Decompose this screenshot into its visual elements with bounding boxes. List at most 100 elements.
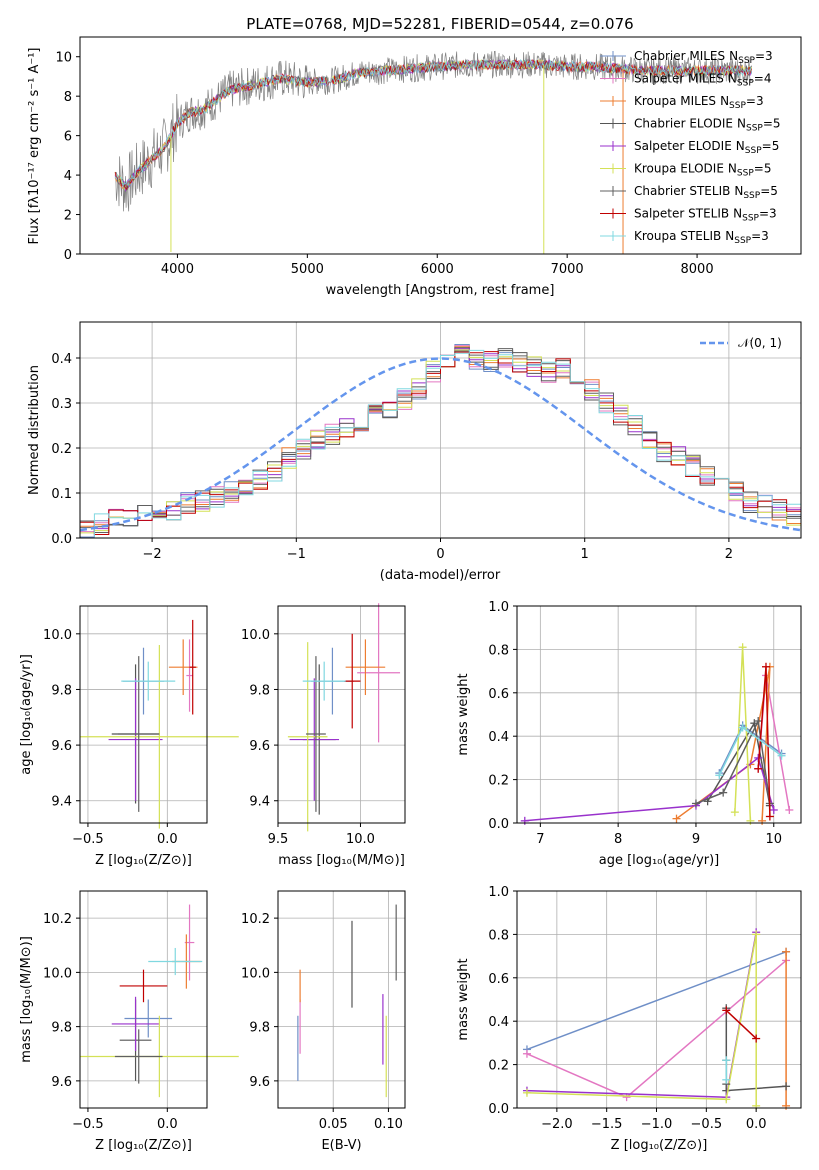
legend-n-value: 3 <box>769 207 777 221</box>
legend-series-name: Kroupa MILES <box>634 94 716 108</box>
panel-ytick-label: 0.4 <box>488 730 509 745</box>
panel-ytick-label: 9.6 <box>249 1075 270 1090</box>
residual-xlabel: (data-model)/error <box>380 568 501 583</box>
legend-series-name: Chabrier ELODIE <box>634 117 733 131</box>
weight-series-line <box>695 718 771 805</box>
legend-n-value: 4 <box>764 72 772 86</box>
panel-xtick-label: 10 <box>765 832 782 847</box>
panel-ytick-label: 0.6 <box>488 687 509 702</box>
spectrum-legend-label: Salpeter ELODIE NSSP=5 <box>634 139 779 156</box>
weight-series-line <box>526 934 757 1106</box>
legend-n-prefix: N <box>728 72 737 86</box>
spectrum-xtick-label: 5000 <box>291 262 324 277</box>
legend-n-subscript: SSP <box>737 79 754 89</box>
spectrum-legend-label: Kroupa STELIB NSSP=3 <box>634 229 769 246</box>
residual-ytick-label: 0.4 <box>51 352 72 367</box>
weight-series-line <box>725 1009 757 1040</box>
panel-ylabel: mass weight <box>456 673 471 755</box>
panel-xtick-label: 8 <box>614 832 622 847</box>
panel-ytick-label: 0.2 <box>488 774 509 789</box>
legend-series-name: Chabrier MILES <box>634 49 725 63</box>
legend-equals: = <box>754 72 764 86</box>
legend-n-subscript: SSP <box>743 191 760 201</box>
panel-xtick-label: −1.0 <box>641 1117 673 1132</box>
panel-ytick-label: 9.4 <box>249 795 270 810</box>
legend-n-prefix: N <box>734 184 743 198</box>
legend-series-name: Salpeter ELODIE <box>634 139 732 153</box>
legend-equals: = <box>746 94 756 108</box>
legend-n-prefix: N <box>733 207 742 221</box>
panel-ytick-label: 0.8 <box>488 643 509 658</box>
spectrum-ytick-label: 10 <box>55 51 72 66</box>
mass-metallicity-panel: −0.5 0.0 9.6 9.8 10.0 10.2 Z [log₁₀(Z/Z⊙)] mass… <box>19 890 239 1153</box>
spectrum-ytick-label: 8 <box>64 90 72 105</box>
panel-ytick-label: 9.8 <box>249 1021 270 1036</box>
panel-xtick-label: 0.0 <box>746 1117 767 1132</box>
panel-frame <box>516 605 802 824</box>
legend-n-prefix: N <box>736 139 745 153</box>
panel-ytick-label: 10.2 <box>241 912 270 927</box>
residual-ytick-label: 0.1 <box>51 487 72 502</box>
panel-ytick-label: 10.2 <box>43 912 72 927</box>
weight-series-line <box>676 666 771 821</box>
residual-xtick-label: 0 <box>436 547 444 562</box>
panel-ylabel: age [log₁₀(age/yr)] <box>19 654 34 775</box>
residual-legend: 𝒩(0, 1) <box>700 336 782 350</box>
figure-title: PLATE=0768, MJD=52281, FIBERID=0544, z=0… <box>246 15 633 33</box>
legend-n-subscript: SSP <box>745 146 762 156</box>
spectrum-ytick-label: 6 <box>64 130 72 145</box>
panel-ytick-label: 0.6 <box>488 972 509 987</box>
legend-equals: = <box>754 162 764 176</box>
legend-n-prefix: N <box>720 94 729 108</box>
legend-series-name: Salpeter MILES <box>634 72 724 86</box>
legend-n-prefix: N <box>728 162 737 176</box>
residual-ytick-label: 0.3 <box>51 397 72 412</box>
spectrum-xtick-label: 8000 <box>681 262 714 277</box>
panel-xlabel: Z [log₁₀(Z/Z⊙)] <box>95 1138 192 1153</box>
panel-ytick-label: 10.0 <box>43 628 72 643</box>
panel-ytick-label: 9.6 <box>51 1075 72 1090</box>
spectrum-legend-label: Chabrier STELIB NSSP=5 <box>634 184 778 201</box>
residual-xtick-label: 2 <box>725 547 733 562</box>
weight-series-line <box>526 951 787 1051</box>
spectrum-xlabel: wavelength [Angstrom, rest frame] <box>326 283 555 298</box>
residual-xtick-label: −1 <box>287 547 306 562</box>
legend-n-prefix: N <box>729 49 738 63</box>
panel-ytick-label: 9.8 <box>249 683 270 698</box>
spectrum-xtick-label: 6000 <box>421 262 454 277</box>
panel-xtick-label: 0.0 <box>157 832 178 847</box>
legend-series-name: Kroupa STELIB <box>634 229 721 243</box>
panel-ytick-label: 1.0 <box>488 600 509 615</box>
legend-n-subscript: SSP <box>729 101 746 111</box>
panel-ytick-label: 9.8 <box>51 1021 72 1036</box>
panel-frame <box>79 605 208 824</box>
legend-series-name: Salpeter STELIB <box>634 207 729 221</box>
spectrum-ytick-label: 0 <box>64 248 72 263</box>
legend-n-value: 3 <box>756 94 764 108</box>
panel-xlabel: Z [log₁₀(Z/Z⊙)] <box>611 1138 708 1153</box>
panel-xtick-label: −0.5 <box>72 832 104 847</box>
residual-ticks: −2 −1 0 1 2 0.0 0.1 0.2 0.3 0.4 <box>51 352 733 562</box>
legend-n-prefix: N <box>725 229 734 243</box>
weight-metallicity-panel: −2.0 −1.5 −1.0 −0.5 0.0 0.0 0.2 0.4 0.6 0.8 1.0 Z [… <box>456 885 802 1153</box>
spectrum-xtick-label: 7000 <box>551 262 584 277</box>
residual-histograms <box>79 344 802 539</box>
legend-equals: = <box>751 229 761 243</box>
panel-xtick-label: 0.05 <box>319 1117 348 1132</box>
legend-n-value: 5 <box>773 117 781 131</box>
panel-ytick-label: 0.0 <box>488 1102 509 1117</box>
residual-grid <box>80 322 801 539</box>
spectrum-lines <box>114 50 752 254</box>
panel-ytick-label: 9.6 <box>51 739 72 754</box>
legend-n-value: 3 <box>761 229 769 243</box>
panel-xtick-label: 0.10 <box>374 1117 403 1132</box>
legend-n-prefix: N <box>737 117 746 131</box>
legend-equals: = <box>763 117 773 131</box>
spectrum-panel: 4000 5000 6000 7000 8000 0 2 4 6 8 10 wavelength [… <box>27 36 802 298</box>
legend-equals: = <box>762 139 772 153</box>
legend-n-subscript: SSP <box>742 214 759 224</box>
residual-ytick-label: 0.2 <box>51 442 72 457</box>
spectrum-legend-label: Salpeter STELIB NSSP=3 <box>634 207 777 224</box>
panel-frame <box>79 890 208 1109</box>
